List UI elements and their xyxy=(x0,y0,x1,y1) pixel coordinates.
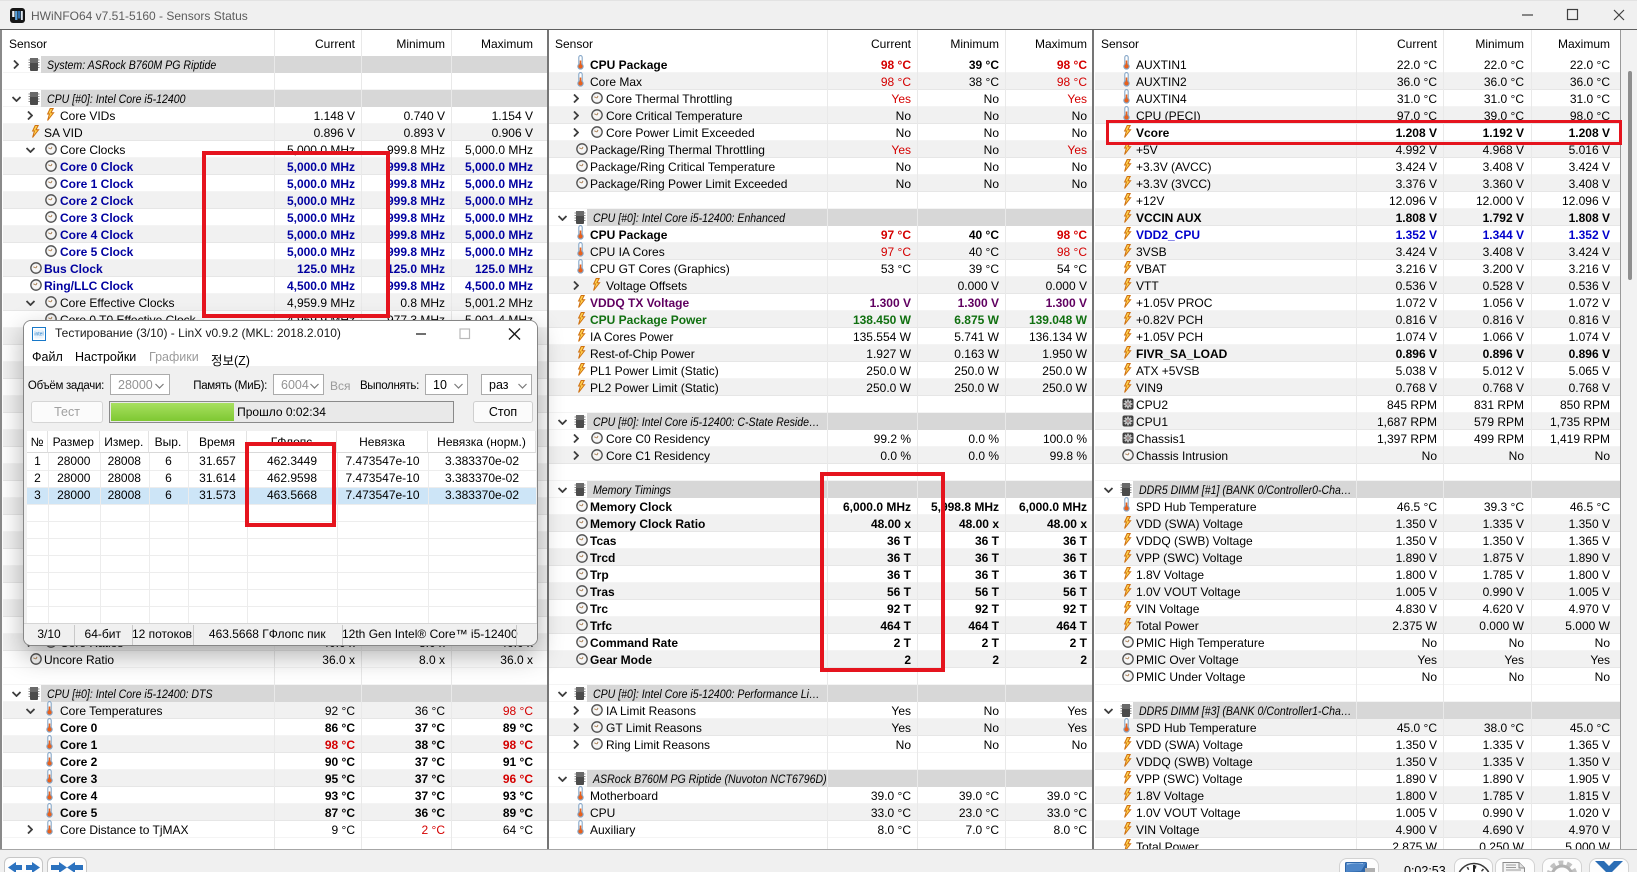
svg-text:intel: intel xyxy=(34,332,43,338)
